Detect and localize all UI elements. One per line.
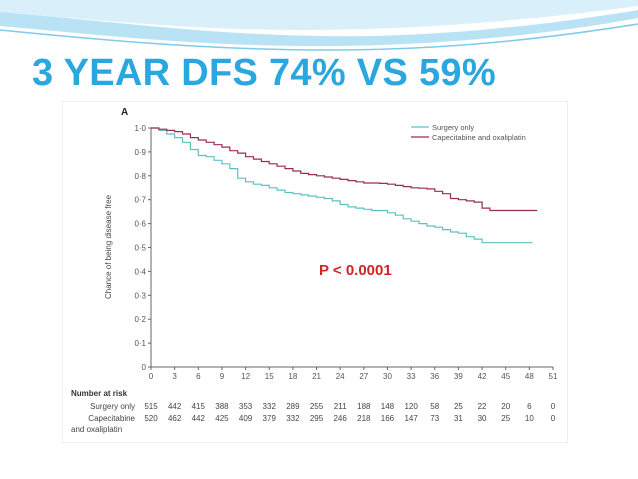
risk-count: 30 <box>478 414 487 423</box>
y-tick-label: 1·0 <box>134 124 146 133</box>
y-tick-label: 0·5 <box>134 244 146 253</box>
x-tick-label: 9 <box>220 372 225 381</box>
y-tick-label: 0·3 <box>134 291 146 300</box>
risk-count: 0 <box>551 402 556 411</box>
risk-count: 462 <box>168 414 182 423</box>
risk-row-label: Capecitabine <box>88 414 135 423</box>
x-tick-label: 24 <box>336 372 345 381</box>
risk-count: 515 <box>144 402 158 411</box>
risk-count: 332 <box>263 402 277 411</box>
risk-count: 166 <box>381 414 395 423</box>
risk-count: 22 <box>478 402 487 411</box>
km-curve-series-2 <box>151 127 538 212</box>
risk-count: 6 <box>527 402 532 411</box>
risk-count: 10 <box>525 414 534 423</box>
risk-count: 25 <box>501 414 510 423</box>
risk-row-label: Surgery only <box>90 402 135 411</box>
risk-count: 409 <box>239 414 253 423</box>
y-tick-label: 0·7 <box>134 196 146 205</box>
risk-row-label-continued: and oxaliplatin <box>71 425 122 434</box>
km-figure-panel: A Chance of being disease free P < 0.000… <box>62 101 568 443</box>
risk-count: 520 <box>144 414 158 423</box>
x-tick-label: 33 <box>407 372 416 381</box>
risk-count: 379 <box>263 414 277 423</box>
y-tick-label: 0·9 <box>134 148 146 157</box>
slide-title: 3 YEAR DFS 74% VS 59% <box>32 52 496 94</box>
x-tick-label: 51 <box>549 372 558 381</box>
risk-count: 442 <box>192 414 206 423</box>
x-tick-label: 0 <box>149 372 154 381</box>
km-survival-chart: A Chance of being disease free P < 0.000… <box>71 107 558 434</box>
risk-count: 246 <box>333 414 347 423</box>
y-tick-label: 0·1 <box>134 339 146 348</box>
y-axis-label: Chance of being disease free <box>104 194 113 299</box>
risk-count: 58 <box>430 402 439 411</box>
p-value-annotation: P < 0.0001 <box>319 262 392 279</box>
risk-count: 148 <box>381 402 395 411</box>
risk-count: 188 <box>357 402 371 411</box>
legend-label-series-1: Surgery only <box>432 123 474 132</box>
risk-count: 425 <box>215 414 229 423</box>
risk-count: 295 <box>310 414 324 423</box>
km-curve-series-1 <box>151 127 533 244</box>
risk-table-header: Number at risk <box>71 389 128 398</box>
x-tick-label: 15 <box>265 372 274 381</box>
y-tick-label: 0·8 <box>134 172 146 181</box>
x-tick-label: 39 <box>454 372 463 381</box>
x-tick-label: 6 <box>196 372 201 381</box>
risk-count: 25 <box>454 402 463 411</box>
swoosh-line-dark <box>0 23 638 51</box>
x-tick-label: 27 <box>359 372 368 381</box>
title-swoosh-decoration <box>0 0 638 51</box>
risk-count: 255 <box>310 402 324 411</box>
risk-count: 73 <box>430 414 439 423</box>
risk-count: 0 <box>551 414 556 423</box>
x-tick-label: 45 <box>501 372 510 381</box>
survival-curves <box>151 127 538 244</box>
y-tick-label: 0·2 <box>134 315 146 324</box>
panel-label: A <box>121 107 128 118</box>
risk-count: 147 <box>404 414 418 423</box>
legend-label-series-2: Capecitabine and oxaliplatin <box>432 133 526 142</box>
x-tick-label: 48 <box>525 372 534 381</box>
y-tick-label: 0 <box>142 363 147 372</box>
risk-count: 120 <box>404 402 418 411</box>
y-tick-label: 0·4 <box>134 267 146 276</box>
y-tick-label: 0·6 <box>134 220 146 229</box>
x-tick-label: 18 <box>288 372 297 381</box>
x-tick-label: 36 <box>430 372 439 381</box>
chart-axes: 00·10·20·30·40·50·60·70·80·91·00 3 6 9 12 15 1… <box>134 124 558 381</box>
x-tick-label: 12 <box>241 372 250 381</box>
risk-count: 388 <box>215 402 229 411</box>
risk-count: 211 <box>334 402 347 411</box>
swoosh-band-mid <box>0 10 638 46</box>
risk-count: 442 <box>168 402 182 411</box>
risk-count: 353 <box>239 402 253 411</box>
x-tick-label: 30 <box>383 372 392 381</box>
risk-count: 289 <box>286 402 300 411</box>
risk-count: 20 <box>501 402 510 411</box>
swoosh-band-light <box>0 0 638 30</box>
x-tick-label: 3 <box>172 372 177 381</box>
number-at-risk-table: Number at risk Surgery only 515 442 415 388 35… <box>71 389 556 434</box>
x-tick-label: 21 <box>312 372 321 381</box>
risk-count: 415 <box>192 402 206 411</box>
x-tick-label: 42 <box>478 372 487 381</box>
risk-count: 332 <box>286 414 300 423</box>
risk-count: 31 <box>454 414 463 423</box>
risk-count: 218 <box>357 414 371 423</box>
